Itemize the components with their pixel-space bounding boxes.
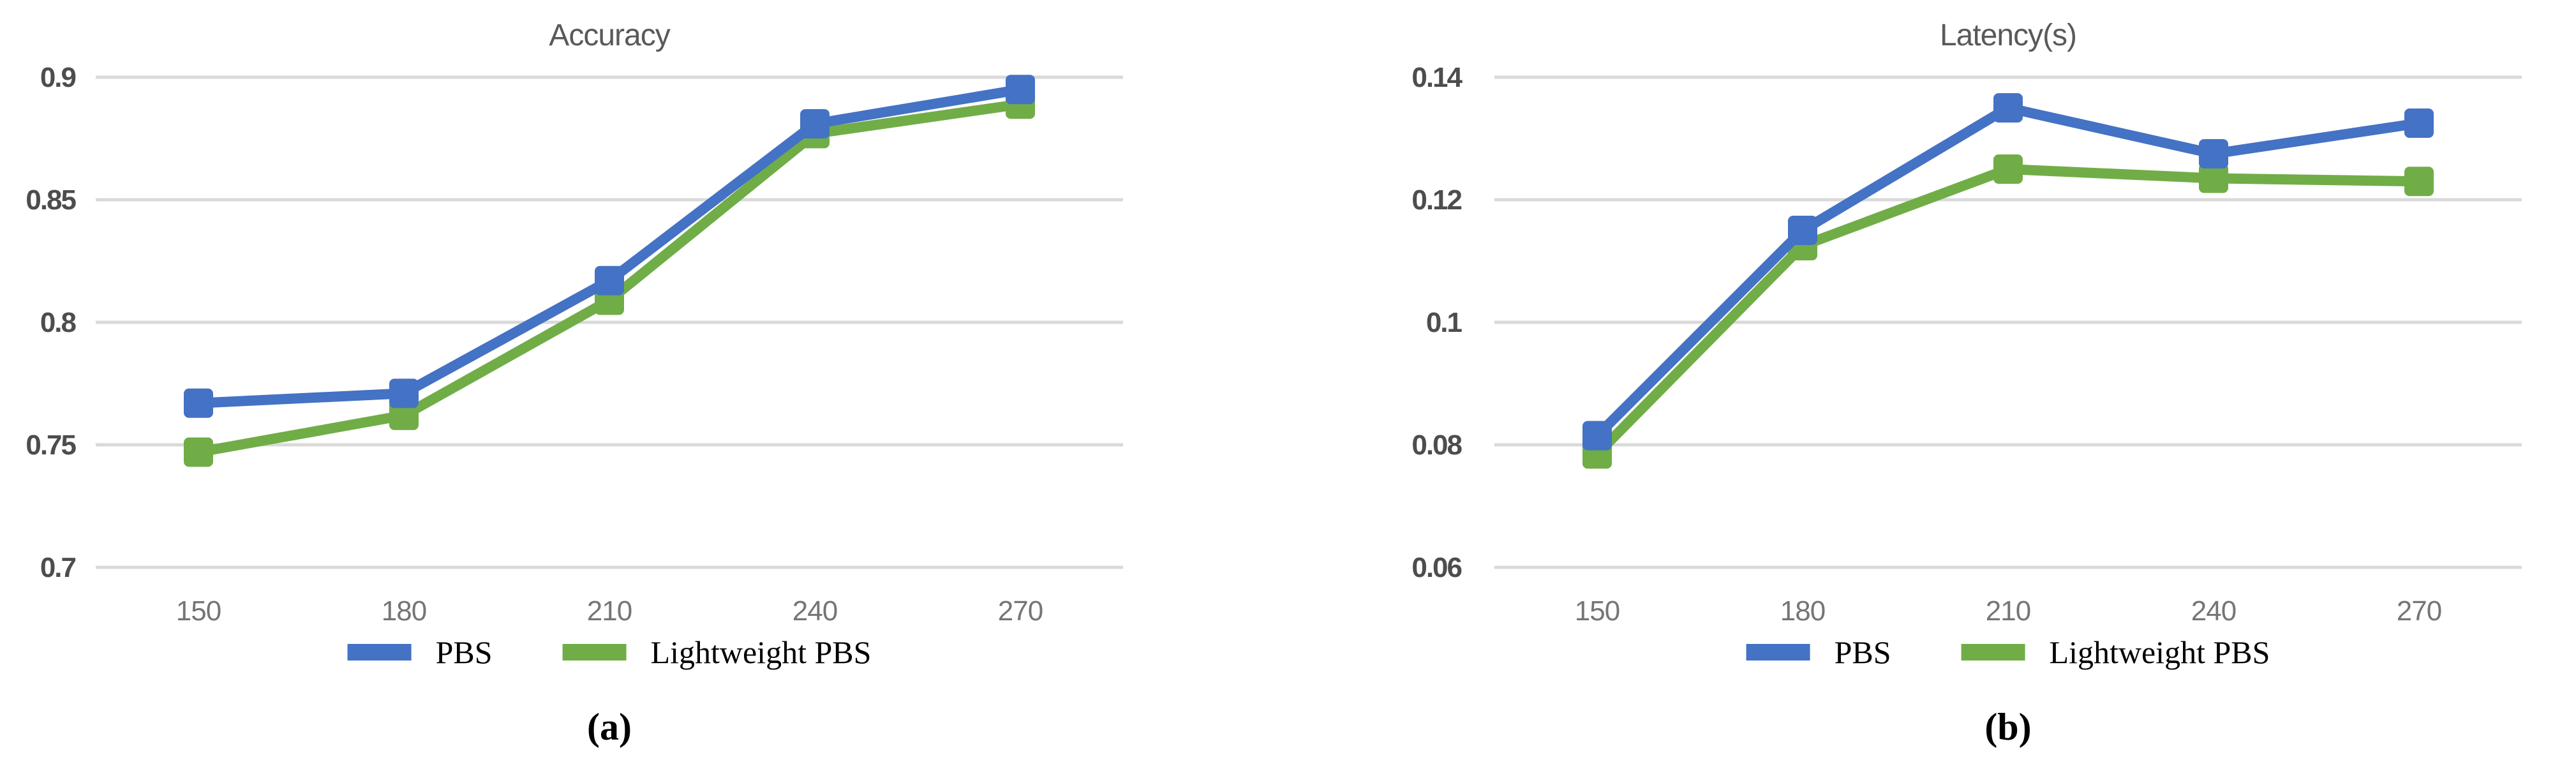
- latency-legend: PBS Lightweight PBS: [1711, 634, 2305, 671]
- pbs-legend-swatch: [1746, 644, 1810, 661]
- x-tick-label: 180: [382, 595, 426, 627]
- x-tick-label: 150: [1575, 595, 1619, 627]
- x-tick-label: 150: [176, 595, 221, 627]
- data-point-marker-pbs: [1582, 421, 1612, 451]
- legend-item-pbs: PBS: [347, 634, 493, 671]
- latency-panel: Latency(s) 0.14 0.12 0.1 0.08 0.06 150 180 210 2…: [1288, 0, 2576, 769]
- y-tick-label: 0.1: [1426, 307, 1463, 338]
- data-point-marker-pbs: [184, 388, 213, 418]
- accuracy-plot-area: 0.9 0.85 0.8 0.75 0.7 150 180 210 240 270: [26, 62, 1123, 627]
- data-point-marker-lightweight-pbs: [1993, 154, 2023, 184]
- y-tick-label: 0.08: [1411, 429, 1462, 461]
- data-point-marker-pbs: [2199, 139, 2228, 168]
- x-tick-label: 270: [2397, 595, 2441, 627]
- pbs-legend-label: PBS: [435, 634, 493, 670]
- x-tick-label: 270: [998, 595, 1043, 627]
- x-tick-label: 240: [793, 595, 837, 627]
- x-tick-label: 210: [1986, 595, 2030, 627]
- y-tick-label: 0.85: [26, 184, 76, 216]
- pbs-legend-swatch: [347, 644, 412, 661]
- y-tick-label: 0.75: [26, 429, 76, 461]
- data-point-marker-lightweight-pbs: [2199, 163, 2228, 193]
- data-point-marker-lightweight-pbs: [389, 400, 419, 430]
- x-tick-label: 240: [2191, 595, 2236, 627]
- data-point-marker-pbs: [595, 265, 624, 295]
- data-point-marker-pbs: [1993, 93, 2023, 123]
- lightweight-pbs-legend-swatch: [562, 644, 627, 661]
- latency-chart-title: Latency(s): [1939, 19, 2077, 52]
- y-tick-label: 0.12: [1411, 184, 1461, 216]
- y-tick-label: 0.9: [40, 62, 76, 93]
- y-tick-label: 0.06: [1411, 552, 1461, 583]
- data-point-marker-lightweight-pbs: [184, 437, 213, 467]
- x-tick-label: 210: [587, 595, 632, 627]
- y-tick-label: 0.7: [40, 552, 76, 583]
- pbs-legend-label: PBS: [1834, 634, 1891, 670]
- y-tick-label: 0.8: [40, 307, 77, 338]
- data-point-marker-pbs: [1788, 216, 1817, 245]
- lightweight-pbs-legend-swatch: [1961, 644, 2025, 661]
- caption-b: (b): [1984, 706, 2032, 748]
- x-tick-label: 180: [1780, 595, 1825, 627]
- data-point-marker-lightweight-pbs: [2404, 167, 2434, 197]
- data-point-marker-pbs: [2404, 108, 2434, 138]
- legend-item-lightweight-pbs: Lightweight PBS: [1961, 634, 2270, 671]
- lightweight-pbs-legend-label: Lightweight PBS: [650, 634, 872, 670]
- caption-a: (a): [587, 706, 632, 748]
- accuracy-chart-title: Accuracy: [549, 19, 670, 52]
- accuracy-legend: PBS Lightweight PBS: [313, 634, 907, 671]
- data-point-marker-pbs: [389, 378, 419, 408]
- accuracy-panel: Accuracy 0.9 0.85 0.8 0.75 0.7 150 180 210 240 27…: [26, 19, 1123, 748]
- legend-item-lightweight-pbs: Lightweight PBS: [562, 634, 872, 671]
- y-tick-label: 0.14: [1411, 62, 1463, 93]
- latency-plot-area: 0.14 0.12 0.1 0.08 0.06 150 180 210 240 270: [1411, 62, 2522, 627]
- legend-item-pbs: PBS: [1746, 634, 1891, 671]
- lightweight-pbs-legend-label: Lightweight PBS: [2049, 634, 2270, 670]
- series-line-pbs: [198, 84, 1022, 408]
- data-point-marker-pbs: [1006, 75, 1035, 105]
- data-point-marker-pbs: [800, 108, 830, 138]
